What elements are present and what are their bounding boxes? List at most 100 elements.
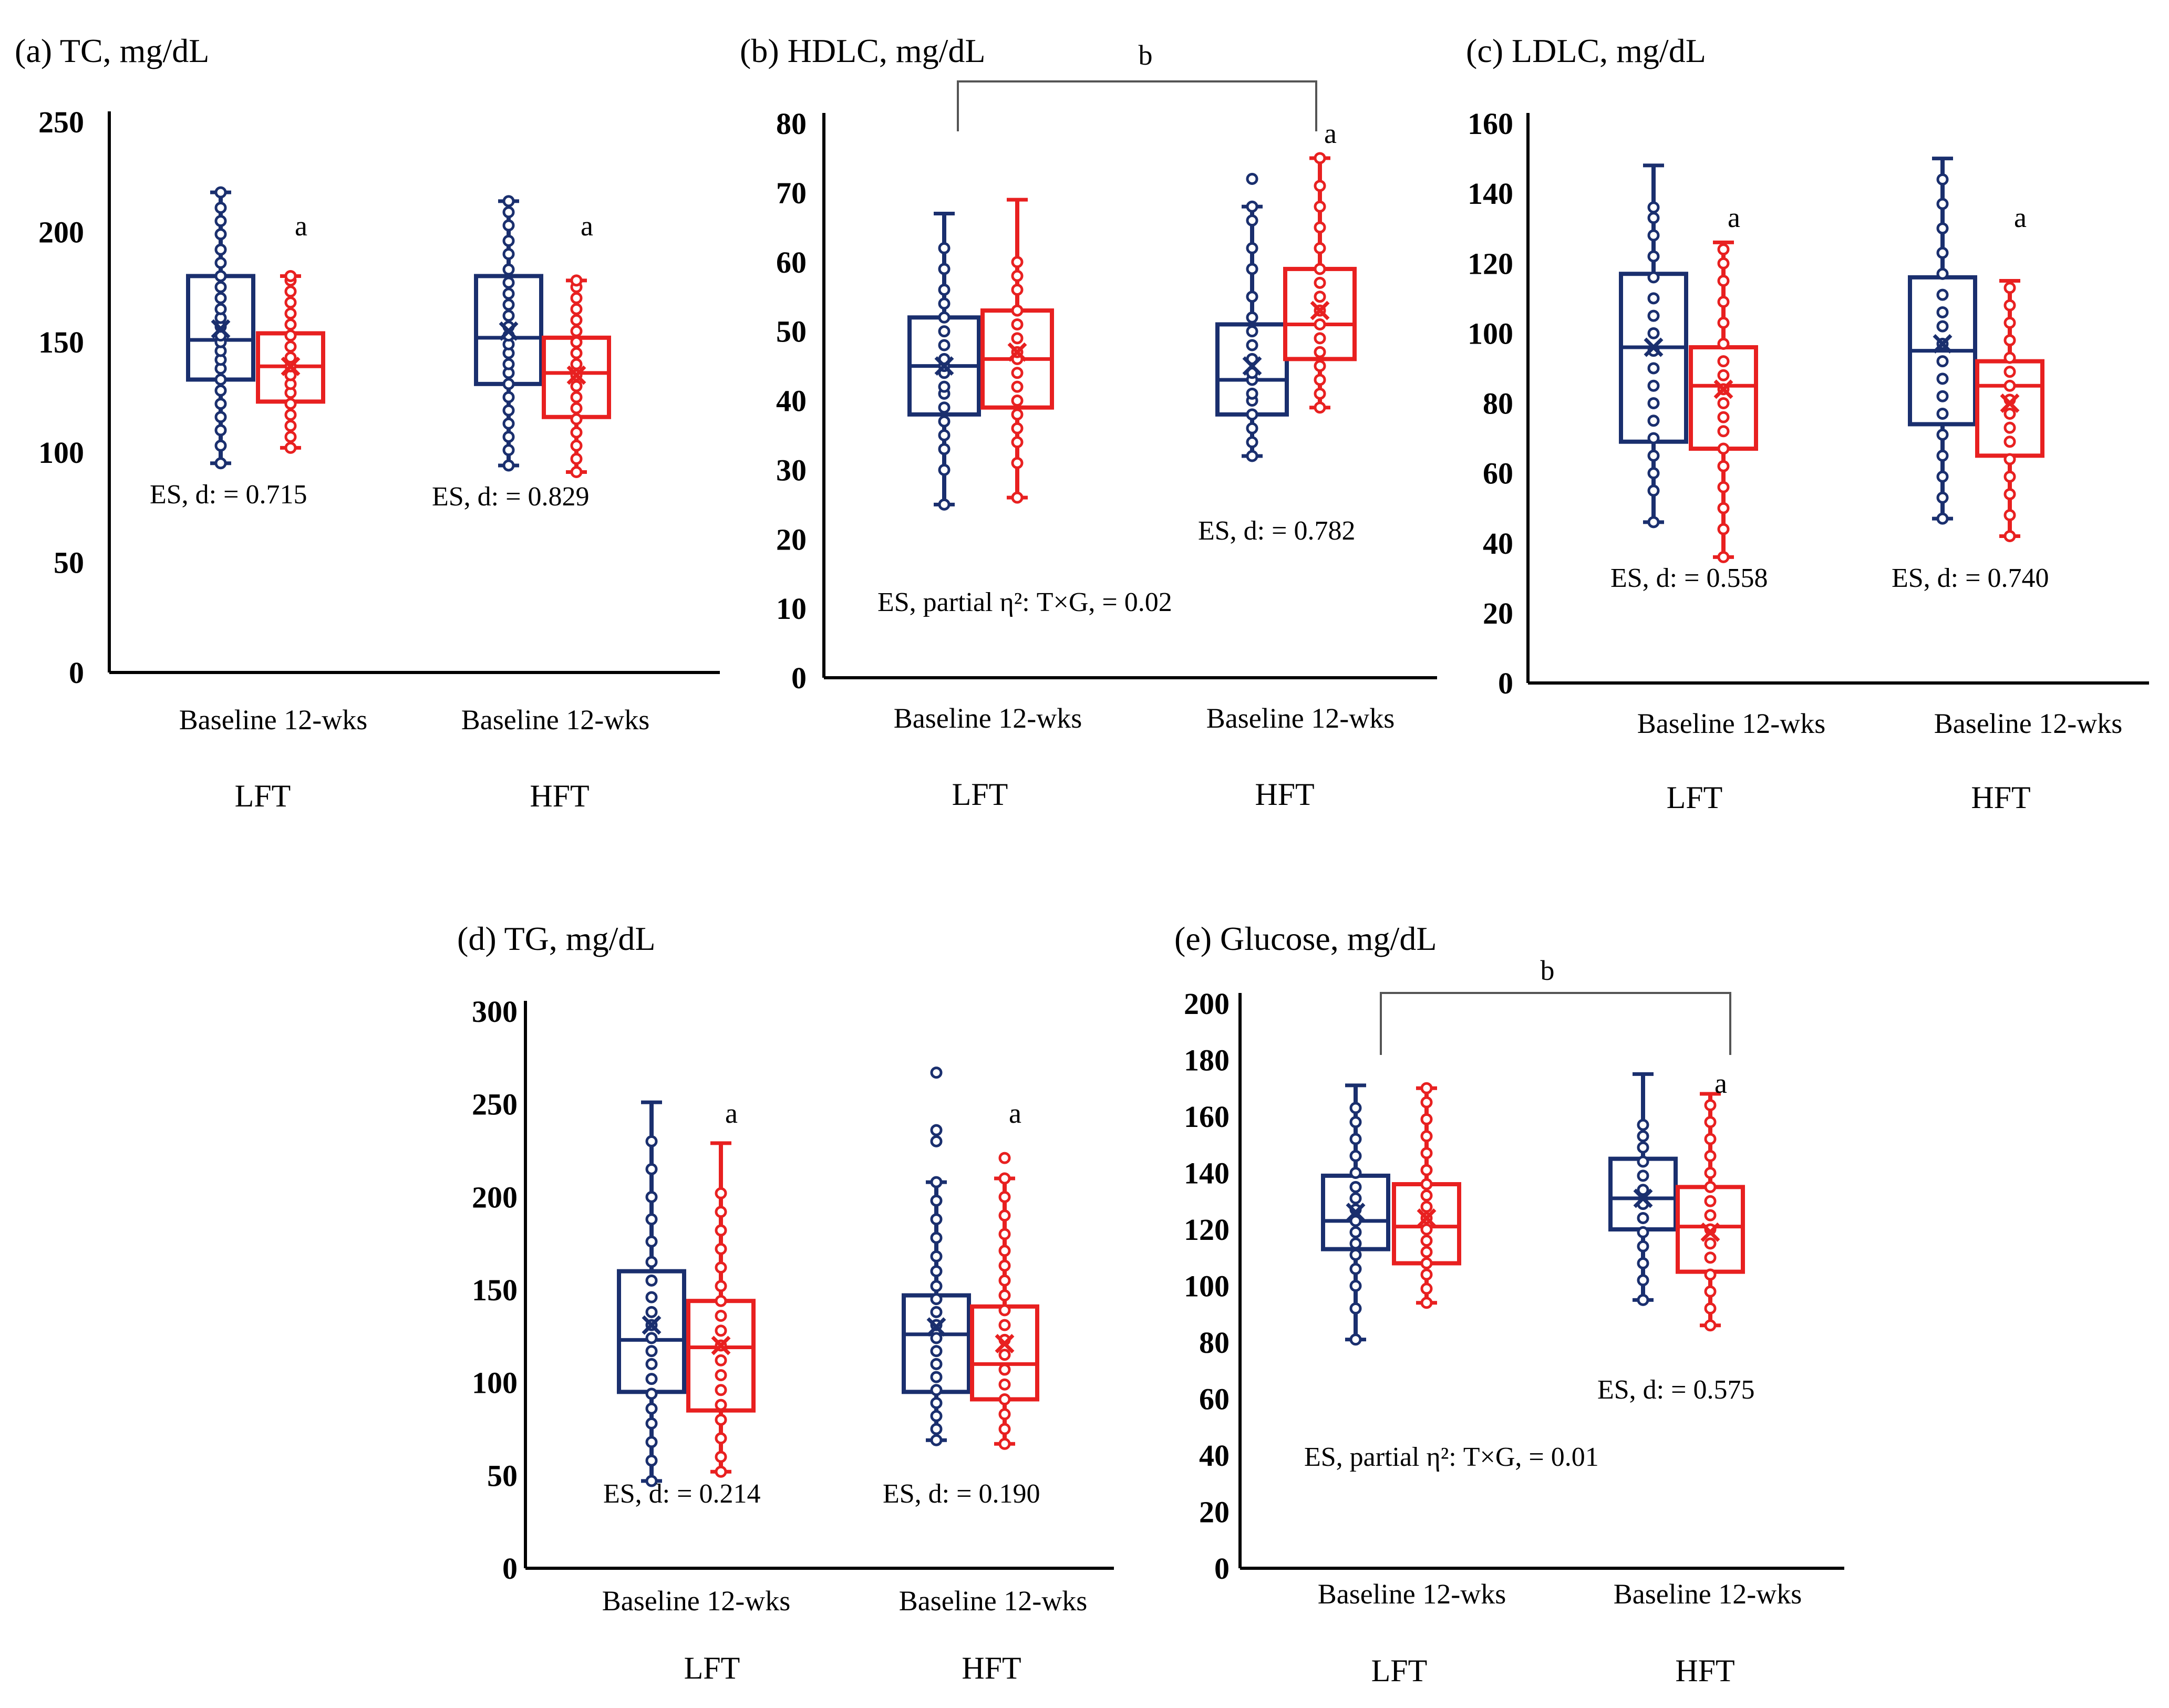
data-point [930, 1213, 943, 1226]
data-point [284, 430, 297, 443]
data-point [1246, 311, 1258, 324]
data-point [1936, 222, 1949, 235]
data-point [930, 1332, 943, 1344]
data-point [1936, 512, 1949, 525]
data-point [1420, 1164, 1433, 1176]
y-tick-label: 200 [1184, 987, 1230, 1021]
mean-marker [1007, 342, 1027, 362]
data-point [1246, 263, 1258, 275]
x-tick-label: Baseline 12-wks [179, 704, 367, 736]
significance-label: a [1728, 202, 1740, 233]
data-point [998, 1274, 1011, 1287]
data-point [1717, 316, 1730, 329]
data-point [1637, 1155, 1649, 1168]
data-point [1349, 1262, 1362, 1275]
effect-size: ES, d: = 0.558 [1610, 563, 1768, 593]
data-point [214, 398, 227, 410]
data-point [570, 413, 583, 426]
data-point [1349, 1181, 1362, 1193]
data-point [1314, 242, 1326, 254]
data-point [284, 307, 297, 320]
data-point [284, 398, 297, 410]
data-point [1420, 1297, 1433, 1309]
data-point [284, 318, 297, 331]
y-tick-label: 30 [776, 453, 807, 487]
data-point [1420, 1257, 1433, 1269]
data-point [1647, 271, 1660, 284]
data-point [1704, 1133, 1717, 1145]
y-tick-label: 300 [472, 995, 518, 1029]
data-point [1637, 1141, 1649, 1154]
data-point [1936, 390, 1949, 402]
mean-marker [1644, 337, 1664, 357]
data-point [938, 443, 951, 456]
data-point [1936, 428, 1949, 441]
data-point [1314, 401, 1326, 414]
data-point [1936, 355, 1949, 368]
data-point [2003, 421, 2016, 434]
y-tick-label: 50 [487, 1458, 518, 1493]
panel-c: (c) LDLC, mg/dL 0 20 40 60 80 100 120 140 160 a a Ba… [1466, 32, 2149, 815]
data-point [570, 274, 583, 287]
data-point [284, 285, 297, 298]
box-hft-12-wks: a [1676, 1068, 1745, 1332]
data-point [930, 1293, 943, 1306]
mean-marker [926, 1317, 946, 1337]
group-label: HFT [962, 1651, 1021, 1685]
data-point [930, 1265, 943, 1278]
box-lft-baseline [617, 1100, 686, 1487]
data-point [570, 439, 583, 452]
data-point [1349, 1133, 1362, 1145]
data-point [570, 466, 583, 479]
data-point [938, 339, 951, 351]
box-hft-baseline [1215, 173, 1289, 462]
effect-size: ES, d: = 0.782 [1198, 516, 1355, 546]
box-lft-baseline [1321, 1083, 1390, 1346]
data-point [1011, 284, 1024, 296]
data-point [1936, 288, 1949, 301]
data-point [1936, 372, 1949, 385]
data-point [998, 1172, 1011, 1185]
data-point [1704, 1268, 1717, 1281]
data-point [938, 297, 951, 310]
panel-a: (a) TC, mg/dL 0 50 100 150 200 250 a a Baseline 1… [15, 32, 720, 813]
y-tick-label: 0 [1498, 666, 1513, 700]
data-point [930, 1397, 943, 1410]
data-point [998, 1259, 1011, 1272]
data-point [645, 1454, 658, 1467]
x-tick-label: Baseline 12-wks [1318, 1578, 1506, 1610]
data-point [570, 426, 583, 439]
data-point [284, 329, 297, 342]
data-point [1349, 1192, 1362, 1205]
group-label: LFT [235, 779, 291, 813]
mean-marker [642, 1315, 662, 1335]
y-tick-label: 80 [776, 107, 807, 141]
data-point [1246, 173, 1258, 185]
effect-size: ES, d: = 0.829 [432, 482, 589, 512]
group-label: LFT [1667, 780, 1723, 815]
data-point [502, 417, 515, 430]
y-tick-label: 40 [1199, 1438, 1230, 1473]
data-point [715, 1413, 727, 1426]
data-point [2003, 351, 2016, 364]
data-point [1936, 306, 1949, 318]
data-point [930, 1306, 943, 1318]
data-point [998, 1152, 1011, 1164]
data-point [645, 1475, 658, 1487]
data-point [930, 1423, 943, 1435]
data-point [2003, 334, 2016, 347]
data-point [1246, 200, 1258, 213]
y-tick-label: 120 [1468, 246, 1513, 281]
data-point [214, 384, 227, 397]
data-point [998, 1408, 1011, 1421]
data-point [214, 411, 227, 423]
box-lft-baseline [1619, 163, 1688, 529]
data-point [570, 336, 583, 348]
data-point [1246, 408, 1258, 421]
x-tick-label: Baseline 12-wks [1614, 1578, 1802, 1610]
data-point [998, 1245, 1011, 1257]
data-point [502, 444, 515, 457]
data-point [1704, 1302, 1717, 1314]
data-point [1647, 379, 1660, 392]
